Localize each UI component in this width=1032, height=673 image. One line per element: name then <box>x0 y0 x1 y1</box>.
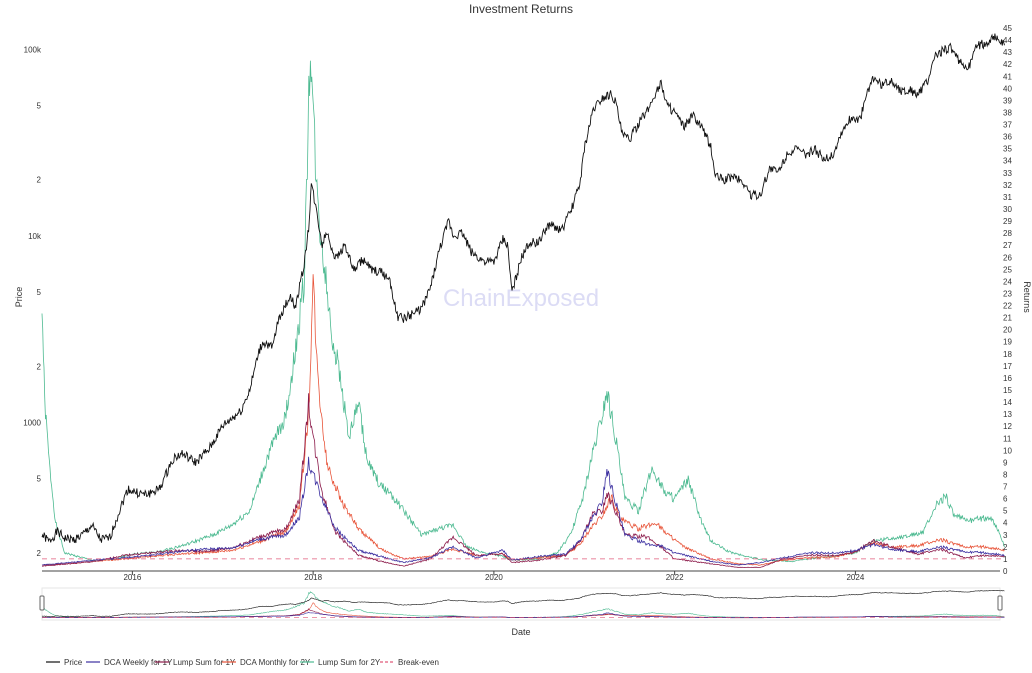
legend-item-dca-weekly-for-1y[interactable]: DCA Weekly for 1Y <box>86 658 173 667</box>
y-right-tick-label: 34 <box>1003 157 1012 166</box>
legend-item-lump-sum-for-2y[interactable]: Lump Sum for 2Y <box>300 658 381 667</box>
legend: Price DCA Weekly for 1Y Lump Sum for 1Y DCA… <box>46 658 439 667</box>
y-right-tick-label: 31 <box>1003 193 1012 202</box>
x-tick-label: 2024 <box>846 573 864 582</box>
x-axis-ticks: 2016 2018 2020 2022 2024 <box>42 570 1000 582</box>
watermark-text: ChainExposed <box>443 285 599 312</box>
right-axis-ticks: 0123456789101112131415161718192021222324… <box>1003 24 1012 576</box>
legend-item-dca-monthly-for-2y[interactable]: DCA Monthly for 2Y <box>222 658 311 667</box>
y-right-tick-label: 28 <box>1003 229 1012 238</box>
y-right-tick-label: 5 <box>1003 507 1008 516</box>
y-right-tick-label: 1 <box>1003 555 1008 564</box>
legend-label: Lump Sum for 2Y <box>318 658 381 667</box>
y-right-tick-label: 45 <box>1003 24 1012 33</box>
y-right-tick-label: 3 <box>1003 531 1008 540</box>
y-right-tick-label: 19 <box>1003 338 1012 347</box>
series-line-price <box>41 33 1005 544</box>
y-left-tick-label: 5 <box>37 288 42 297</box>
legend-item-break-even[interactable]: Break-even <box>380 658 439 667</box>
y-right-tick-label: 15 <box>1003 386 1012 395</box>
y-left-tick-label: 1000 <box>23 418 41 427</box>
y-left-tick-label: 2 <box>37 549 42 558</box>
y-right-tick-label: 10 <box>1003 446 1012 455</box>
y-right-tick-label: 37 <box>1003 121 1012 130</box>
y-right-tick-label: 6 <box>1003 495 1008 504</box>
slider-line-price <box>41 589 1005 617</box>
series-line-lump-sum-for-1y <box>41 393 1005 569</box>
y-left-tick-label: 2 <box>37 362 42 371</box>
y-right-tick-label: 30 <box>1003 205 1012 214</box>
legend-label: DCA Monthly for 2Y <box>240 658 311 667</box>
y-right-tick-label: 4 <box>1003 519 1008 528</box>
y-right-tick-label: 11 <box>1003 434 1012 443</box>
y-right-tick-label: 43 <box>1003 48 1012 57</box>
plot-area <box>41 33 1005 569</box>
y-right-tick-label: 40 <box>1003 84 1012 93</box>
y-right-tick-label: 25 <box>1003 265 1012 274</box>
series-line-dca-monthly-for-2y <box>41 274 1005 566</box>
chart-title: Investment Returns <box>469 2 573 16</box>
x-tick-label: 2022 <box>666 573 684 582</box>
y-right-tick-label: 21 <box>1003 314 1012 323</box>
y-left-tick-label: 5 <box>37 101 42 110</box>
y-right-tick-label: 0 <box>1003 567 1008 576</box>
y-right-tick-label: 22 <box>1003 302 1012 311</box>
x-tick-label: 2020 <box>485 573 503 582</box>
y-right-tick-label: 24 <box>1003 277 1012 286</box>
y-right-tick-label: 35 <box>1003 145 1012 154</box>
y-right-tick-label: 2 <box>1003 543 1008 552</box>
legend-label: Lump Sum for 1Y <box>173 658 236 667</box>
y-right-tick-label: 39 <box>1003 96 1012 105</box>
y-left-tick-label: 5 <box>37 475 42 484</box>
left-axis-title: Price <box>14 287 24 308</box>
legend-item-price[interactable]: Price <box>46 658 83 667</box>
y-left-tick-label: 2 <box>37 176 42 185</box>
legend-item-lump-sum-for-1y[interactable]: Lump Sum for 1Y <box>155 658 236 667</box>
y-right-tick-label: 23 <box>1003 289 1012 298</box>
y-right-tick-label: 20 <box>1003 326 1012 335</box>
y-right-tick-label: 13 <box>1003 410 1012 419</box>
range-slider[interactable] <box>39 587 1005 621</box>
y-right-tick-label: 17 <box>1003 362 1012 371</box>
legend-label: Price <box>64 658 83 667</box>
y-right-tick-label: 32 <box>1003 181 1012 190</box>
x-axis-title: Date <box>511 627 530 637</box>
legend-label: Break-even <box>398 658 439 667</box>
range-slider-left-handle[interactable] <box>39 595 45 611</box>
y-right-tick-label: 41 <box>1003 72 1012 81</box>
y-left-tick-label: 10k <box>28 232 42 241</box>
y-right-tick-label: 7 <box>1003 483 1008 492</box>
y-right-tick-label: 26 <box>1003 253 1012 262</box>
legend-label: DCA Weekly for 1Y <box>104 658 173 667</box>
y-right-tick-label: 16 <box>1003 374 1012 383</box>
y-right-tick-label: 12 <box>1003 422 1012 431</box>
left-axis-ticks: 2 5 1000 2 5 10k 2 5 100k <box>23 45 42 558</box>
y-right-tick-label: 14 <box>1003 398 1012 407</box>
y-right-tick-label: 8 <box>1003 470 1008 479</box>
y-right-tick-label: 18 <box>1003 350 1012 359</box>
right-axis-title: Returns <box>1022 281 1032 313</box>
series-line-dca-weekly-for-1y <box>41 456 1005 566</box>
y-right-tick-label: 42 <box>1003 60 1012 69</box>
y-right-tick-label: 33 <box>1003 169 1012 178</box>
y-right-tick-label: 9 <box>1003 458 1008 467</box>
y-right-tick-label: 29 <box>1003 217 1012 226</box>
y-right-tick-label: 38 <box>1003 108 1012 117</box>
y-right-tick-label: 44 <box>1003 36 1012 45</box>
range-slider-preview <box>41 589 1005 619</box>
x-tick-label: 2016 <box>123 573 141 582</box>
x-tick-label: 2018 <box>304 573 322 582</box>
y-right-tick-label: 36 <box>1003 133 1012 142</box>
range-slider-right-handle[interactable] <box>997 595 1003 611</box>
y-right-tick-label: 27 <box>1003 241 1012 250</box>
y-left-tick-label: 100k <box>24 45 42 54</box>
range-slider-track[interactable] <box>41 587 1001 621</box>
